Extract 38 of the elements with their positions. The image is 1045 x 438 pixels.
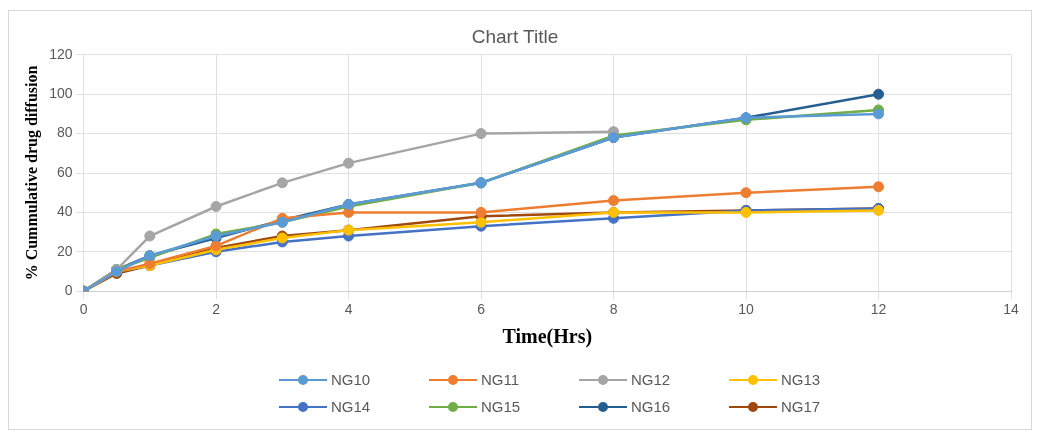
legend-label: NG12	[631, 371, 671, 388]
x-tick-label: 6	[477, 301, 486, 318]
legend-label: NG16	[631, 398, 671, 415]
point	[276, 177, 288, 189]
point	[608, 195, 620, 207]
y-tick-label: 100	[49, 85, 73, 102]
point	[873, 88, 885, 100]
x-tick-label: 2	[212, 301, 221, 318]
legend-label: NG14	[331, 398, 371, 415]
y-tick-label: 40	[56, 203, 73, 220]
y-tick-label: 120	[49, 45, 73, 62]
point	[210, 200, 222, 212]
legend-label: NG11	[481, 371, 520, 388]
y-tick-label: 60	[56, 163, 73, 180]
y-tick-label: 80	[56, 124, 73, 141]
x-tick-label: 0	[79, 301, 88, 318]
chart-title: Chart Title	[471, 25, 559, 47]
legend-label: NG13	[781, 371, 821, 388]
x-tick-label: 14	[1003, 301, 1019, 318]
legend-label: NG10	[331, 371, 371, 388]
y-tick-label: 0	[64, 282, 73, 299]
point	[873, 181, 885, 193]
x-tick-label: 4	[344, 301, 353, 318]
y-axis-title: % Cummulative drug diffusion	[22, 65, 41, 281]
point	[475, 216, 487, 228]
x-tick-label: 12	[870, 301, 887, 318]
point	[740, 187, 752, 199]
x-tick-label: 8	[609, 301, 618, 318]
legend-label: NG15	[481, 398, 521, 415]
point	[873, 108, 885, 120]
x-axis-title: Time(Hrs)	[502, 325, 593, 349]
legend-label: NG17	[781, 398, 821, 415]
x-tick-label: 10	[738, 301, 755, 318]
point	[144, 230, 156, 242]
point	[475, 206, 487, 218]
point	[343, 157, 355, 169]
y-tick-label: 20	[56, 242, 73, 259]
point	[475, 128, 487, 140]
